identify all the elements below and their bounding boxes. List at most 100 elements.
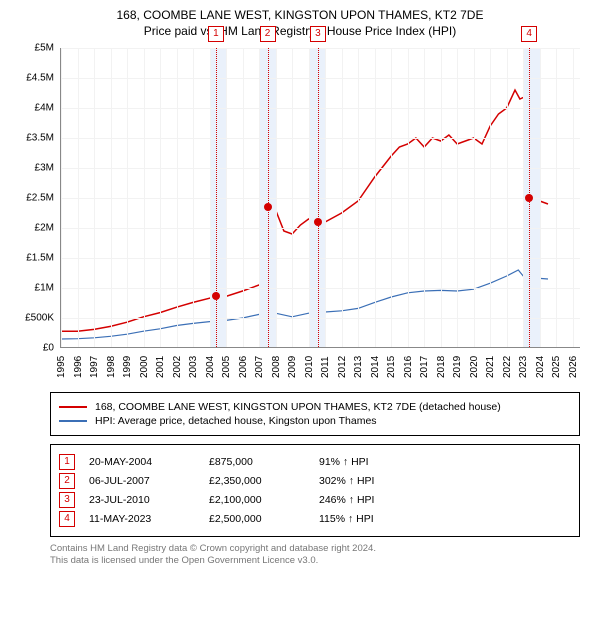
y-tick-label: £2M	[35, 223, 54, 234]
sales-price: £2,500,000	[209, 513, 319, 525]
gridline-v	[210, 48, 211, 347]
plot-box: £0£500K£1M£1.5M£2M£2.5M£3M£3.5M£4M£4.5M£…	[20, 48, 580, 348]
gridline-h	[61, 198, 580, 199]
sales-date: 23-JUL-2010	[89, 494, 209, 506]
footer-line-2: This data is licensed under the Open Gov…	[50, 555, 580, 567]
sale-point	[212, 292, 220, 300]
gridline-v	[177, 48, 178, 347]
x-tick-label: 2022	[502, 356, 513, 378]
sale-marker-line	[318, 48, 319, 347]
x-tick-label: 2011	[320, 356, 331, 378]
gridline-v	[556, 48, 557, 347]
gridline-v	[391, 48, 392, 347]
gridline-h	[61, 48, 580, 49]
gridline-v	[276, 48, 277, 347]
legend-swatch	[59, 420, 87, 422]
x-tick-label: 2007	[254, 356, 265, 378]
gridline-v	[523, 48, 524, 347]
sales-hpi: 115% ↑ HPI	[319, 513, 571, 525]
gridline-v	[78, 48, 79, 347]
sales-index-box: 3	[59, 492, 75, 508]
series-line-price	[61, 90, 548, 331]
y-tick-label: £4.5M	[26, 73, 54, 84]
x-tick-label: 2014	[370, 356, 381, 378]
x-tick-label: 2005	[221, 356, 232, 378]
gridline-h	[61, 168, 580, 169]
gridline-v	[474, 48, 475, 347]
sale-marker-box: 1	[208, 26, 224, 42]
sales-row: 206-JUL-2007£2,350,000302% ↑ HPI	[59, 473, 571, 489]
gridline-v	[507, 48, 508, 347]
x-tick-label: 2015	[386, 356, 397, 378]
x-axis-ticks: 1995199619971998199920002001200220032004…	[60, 348, 580, 388]
title-line-2: Price paid vs. HM Land Registry's House …	[10, 24, 590, 38]
y-tick-label: £0	[43, 343, 54, 354]
gridline-v	[61, 48, 62, 347]
sales-date: 11-MAY-2023	[89, 513, 209, 525]
sales-table: 120-MAY-2004£875,00091% ↑ HPI206-JUL-200…	[50, 444, 580, 537]
x-tick-label: 2000	[139, 356, 150, 378]
legend-item: 168, COOMBE LANE WEST, KINGSTON UPON THA…	[59, 401, 571, 413]
footer: Contains HM Land Registry data © Crown c…	[50, 543, 580, 568]
gridline-v	[424, 48, 425, 347]
legend: 168, COOMBE LANE WEST, KINGSTON UPON THA…	[50, 392, 580, 436]
y-tick-label: £4M	[35, 103, 54, 114]
x-tick-label: 1996	[73, 356, 84, 378]
x-tick-label: 2021	[485, 356, 496, 378]
gridline-h	[61, 318, 580, 319]
chart-container: 168, COOMBE LANE WEST, KINGSTON UPON THA…	[0, 0, 600, 574]
y-axis-ticks: £0£500K£1M£1.5M£2M£2.5M£3M£3.5M£4M£4.5M£…	[20, 48, 58, 348]
x-tick-label: 2024	[535, 356, 546, 378]
gridline-v	[127, 48, 128, 347]
gridline-h	[61, 258, 580, 259]
sale-marker-box: 3	[310, 26, 326, 42]
sale-marker-box: 4	[521, 26, 537, 42]
x-tick-label: 2010	[304, 356, 315, 378]
y-tick-label: £5M	[35, 43, 54, 54]
gridline-h	[61, 138, 580, 139]
gridline-v	[325, 48, 326, 347]
sales-price: £875,000	[209, 456, 319, 468]
gridline-v	[226, 48, 227, 347]
x-tick-label: 2018	[436, 356, 447, 378]
gridline-v	[111, 48, 112, 347]
sales-row: 120-MAY-2004£875,00091% ↑ HPI	[59, 454, 571, 470]
sales-index-box: 1	[59, 454, 75, 470]
gridline-v	[540, 48, 541, 347]
gridline-v	[259, 48, 260, 347]
sales-price: £2,100,000	[209, 494, 319, 506]
y-tick-label: £500K	[25, 313, 54, 324]
gridline-v	[243, 48, 244, 347]
series-line-hpi	[61, 270, 548, 339]
plot-area: 1234	[60, 48, 580, 348]
x-tick-label: 2009	[287, 356, 298, 378]
sales-hpi: 302% ↑ HPI	[319, 475, 571, 487]
x-tick-label: 2020	[469, 356, 480, 378]
x-tick-label: 1997	[89, 356, 100, 378]
x-tick-label: 2003	[188, 356, 199, 378]
y-tick-label: £2.5M	[26, 193, 54, 204]
x-tick-label: 2019	[452, 356, 463, 378]
gridline-h	[61, 78, 580, 79]
x-tick-label: 2026	[568, 356, 579, 378]
sales-index-box: 2	[59, 473, 75, 489]
sales-date: 20-MAY-2004	[89, 456, 209, 468]
gridline-v	[193, 48, 194, 347]
sales-hpi: 246% ↑ HPI	[319, 494, 571, 506]
sale-point	[525, 194, 533, 202]
x-tick-label: 1995	[56, 356, 67, 378]
sale-point	[314, 218, 322, 226]
x-tick-label: 2012	[337, 356, 348, 378]
x-tick-label: 1999	[122, 356, 133, 378]
x-tick-label: 2008	[271, 356, 282, 378]
sale-marker-box: 2	[260, 26, 276, 42]
y-tick-label: £3.5M	[26, 133, 54, 144]
gridline-v	[94, 48, 95, 347]
gridline-v	[342, 48, 343, 347]
x-tick-label: 2004	[205, 356, 216, 378]
title-line-1: 168, COOMBE LANE WEST, KINGSTON UPON THA…	[10, 8, 590, 22]
x-tick-label: 2013	[353, 356, 364, 378]
gridline-v	[292, 48, 293, 347]
gridline-v	[441, 48, 442, 347]
legend-label: 168, COOMBE LANE WEST, KINGSTON UPON THA…	[95, 401, 501, 413]
